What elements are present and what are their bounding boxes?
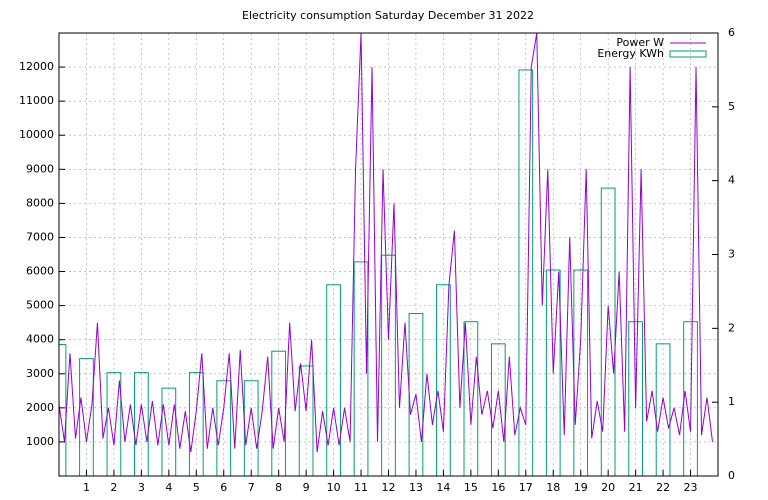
y2-tick-label: 6 xyxy=(728,26,735,39)
x-tick-label: 16 xyxy=(491,481,505,494)
y-tick-label: 5000 xyxy=(26,299,54,312)
energy-box xyxy=(436,284,451,476)
y2-tick-label: 0 xyxy=(728,469,735,482)
y-tick-label: 3000 xyxy=(26,367,54,380)
x-tick-label: 3 xyxy=(138,481,145,494)
y-tick-label: 9000 xyxy=(26,162,54,175)
chart-title: Electricity consumption Saturday Decembe… xyxy=(242,9,534,22)
y-tick-label: 8000 xyxy=(26,196,54,209)
x-tick-label: 22 xyxy=(656,481,670,494)
energy-box xyxy=(381,254,396,476)
x-tick-label: 7 xyxy=(248,481,255,494)
y-tick-label: 7000 xyxy=(26,230,54,243)
x-tick-label: 20 xyxy=(601,481,615,494)
x-tick-label: 4 xyxy=(165,481,172,494)
energy-box xyxy=(518,69,534,476)
x-tick-label: 11 xyxy=(354,481,368,494)
y2-tick-label: 2 xyxy=(728,321,735,334)
energy-box xyxy=(600,187,616,476)
energy-box xyxy=(545,269,561,476)
y-tick-label: 11000 xyxy=(19,94,54,107)
y2-tick-label: 3 xyxy=(728,248,735,261)
energy-box xyxy=(106,372,122,476)
x-tick-label: 12 xyxy=(382,481,396,494)
legend-label: Power W xyxy=(616,36,664,49)
power-line xyxy=(59,33,714,453)
x-tick-label: 8 xyxy=(275,481,282,494)
x-tick-label: 2 xyxy=(110,481,117,494)
plot-area xyxy=(59,33,714,476)
grid xyxy=(59,33,718,476)
y2-tick-label: 5 xyxy=(728,100,735,113)
x-tick-label: 21 xyxy=(629,481,643,494)
x-tick-label: 19 xyxy=(574,481,588,494)
x-tick-label: 9 xyxy=(303,481,310,494)
energy-box xyxy=(490,343,506,476)
x-tick-label: 1 xyxy=(83,481,90,494)
energy-box xyxy=(79,358,94,476)
energy-box xyxy=(134,372,149,476)
energy-box xyxy=(353,261,369,476)
x-tick-label: 17 xyxy=(519,481,533,494)
energy-box xyxy=(298,365,314,476)
y-tick-label: 2000 xyxy=(26,401,54,414)
x-tick-label: 5 xyxy=(193,481,200,494)
x-tick-label: 14 xyxy=(436,481,450,494)
energy-box xyxy=(188,372,204,476)
y-tick-label: 4000 xyxy=(26,333,54,346)
legend-label: Energy KWh xyxy=(597,47,664,60)
x-tick-label: 15 xyxy=(464,481,478,494)
y2-tick-label: 4 xyxy=(728,174,735,187)
energy-box xyxy=(655,343,671,476)
energy-box xyxy=(161,387,177,476)
y-tick-label: 1000 xyxy=(26,435,54,448)
x-tick-label: 10 xyxy=(327,481,341,494)
x-tick-label: 18 xyxy=(546,481,560,494)
y2-tick-label: 1 xyxy=(728,395,735,408)
x-tick-label: 23 xyxy=(684,481,698,494)
legend-swatch xyxy=(669,50,707,58)
energy-box xyxy=(216,380,232,476)
y-tick-label: 10000 xyxy=(19,128,54,141)
energy-box xyxy=(326,284,341,476)
x-tick-label: 6 xyxy=(220,481,227,494)
y-tick-label: 6000 xyxy=(26,265,54,278)
x-tick-label: 13 xyxy=(409,481,423,494)
y-tick-label: 12000 xyxy=(19,60,54,73)
